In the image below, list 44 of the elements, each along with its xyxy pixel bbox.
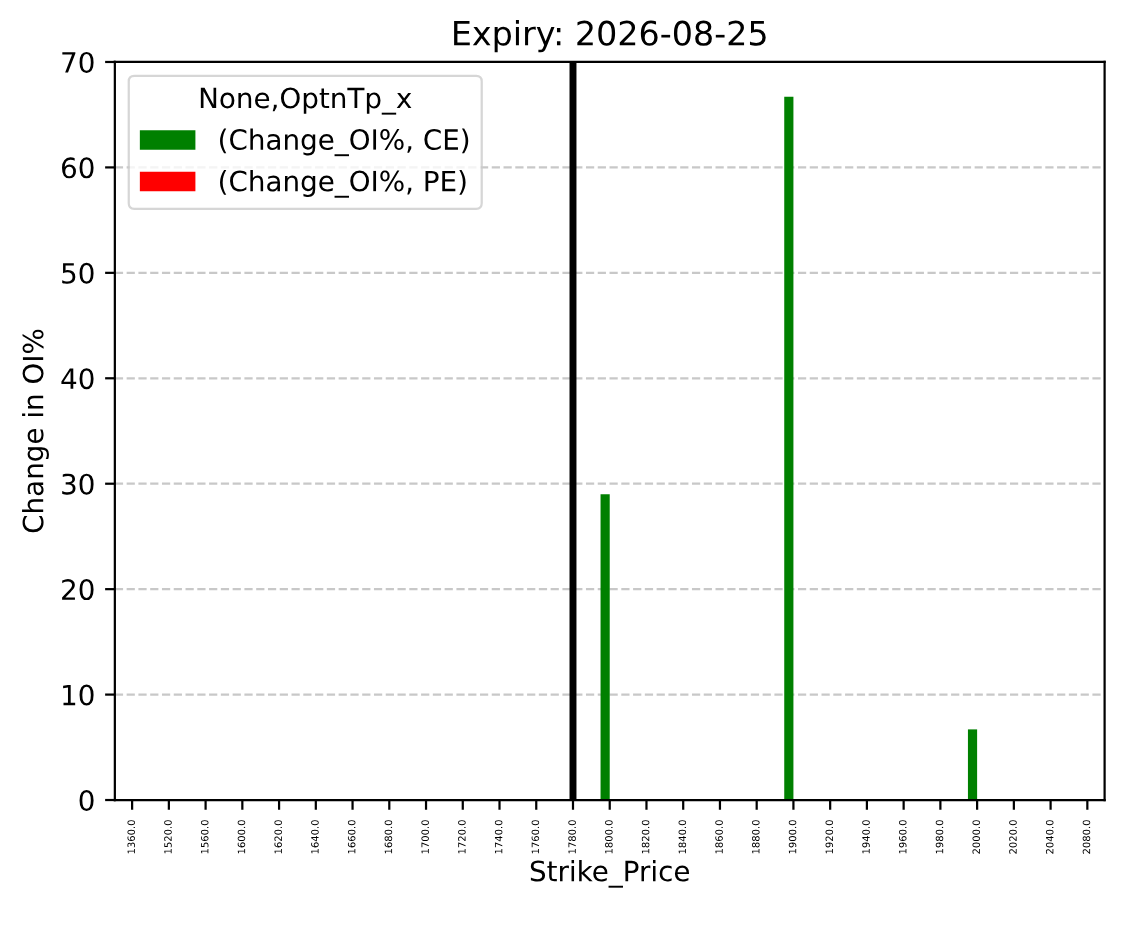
y-tick-label: 50 xyxy=(62,262,94,284)
x-axis-title: Strike_Price xyxy=(530,860,689,888)
y-tick-label: 0 xyxy=(79,789,94,811)
x-tick-label: 1560.0 xyxy=(200,820,209,854)
x-tick-label: 2040.0 xyxy=(1045,820,1054,854)
x-tick-label: 1640.0 xyxy=(311,820,319,854)
bar xyxy=(600,494,610,801)
x-tick-label: 1700.0 xyxy=(421,820,429,854)
x-tick-label: 1620.0 xyxy=(274,820,282,854)
x-tick-label: 1720.0 xyxy=(458,820,466,854)
x-tick-label: 1780.0 xyxy=(568,820,576,854)
legend-label: (Change_OI%, CE) xyxy=(220,128,469,157)
y-tick-label: 20 xyxy=(62,579,94,601)
x-tick-label: 1980.0 xyxy=(935,820,944,854)
x-tick-label: 2080.0 xyxy=(1082,820,1091,854)
x-tick-label: 1800.0 xyxy=(605,820,613,854)
x-tick-label: 1680.0 xyxy=(384,820,393,854)
y-tick-label: 30 xyxy=(62,473,94,495)
legend-title: None,OptnTp_x xyxy=(200,87,412,115)
x-tick-label: 2000.0 xyxy=(972,820,981,854)
x-tick-label: 2020.0 xyxy=(1009,820,1017,854)
x-tick-label: 1960.0 xyxy=(898,820,907,854)
x-tick-label: 1880.0 xyxy=(752,820,760,854)
x-tick-label: 1920.0 xyxy=(825,820,834,854)
x-tick-label: 1860.0 xyxy=(715,820,723,854)
x-tick-label: 1740.0 xyxy=(494,820,503,854)
bar xyxy=(967,729,978,801)
y-tick-label: 10 xyxy=(63,684,94,706)
y-axis-title: Change in OI% xyxy=(22,329,49,533)
x-tick-label: 1660.0 xyxy=(347,820,356,854)
x-tick-label: 1760.0 xyxy=(531,820,540,854)
x-tick-label: 1900.0 xyxy=(788,820,797,854)
x-tick-label: 1600.0 xyxy=(237,820,246,854)
y-tick-label: 40 xyxy=(61,368,94,390)
bar xyxy=(784,96,794,801)
y-tick-label: 70 xyxy=(62,51,94,73)
y-tick-label: 60 xyxy=(62,157,94,179)
x-tick-label: 1360.0 xyxy=(127,820,136,854)
chart-title: Expiry: 2026-08-25 xyxy=(454,19,766,53)
x-tick-label: 1820.0 xyxy=(641,820,650,854)
x-tick-label: 1940.0 xyxy=(862,820,870,854)
legend-label: (Change_OI%, PE) xyxy=(220,170,466,198)
x-tick-label: 1520.0 xyxy=(164,820,172,854)
x-tick-label: 1840.0 xyxy=(678,820,687,854)
